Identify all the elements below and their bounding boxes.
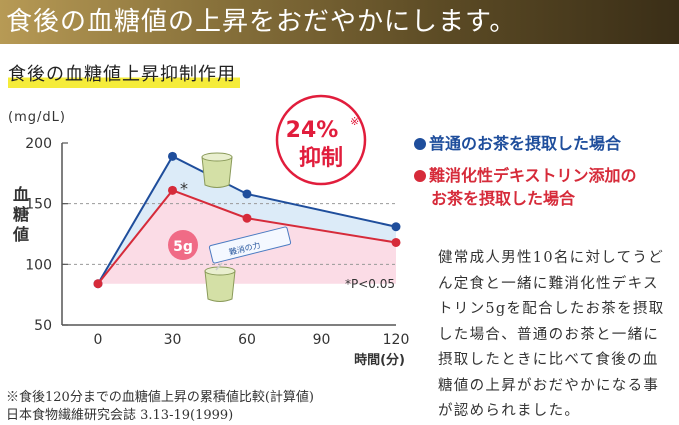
x-tick-label-120: 120 (383, 332, 410, 348)
reduction-badge (275, 94, 367, 186)
y-tick-label-100: 100 (25, 257, 52, 273)
reduction-label: 抑制 (299, 146, 343, 171)
footnote-citation: 日本食物繊維研究会誌 3.13-19(1999) (6, 408, 234, 423)
dose-label: 5g (173, 239, 193, 255)
y-tick-label-50: 50 (34, 318, 52, 334)
chart-subtitle: 食後の血糖値上昇抑制作用 (8, 60, 240, 88)
title-banner: 食後の血糖値の上昇をおだやかにします。 (0, 0, 679, 44)
x-tick-label-0: 0 (94, 332, 103, 348)
data-point-dextrin-tea-0 (93, 279, 103, 289)
powder-stream (215, 262, 223, 271)
x-tick-label-90: 90 (313, 332, 331, 348)
banner-title: 食後の血糖値の上昇をおだやかにします。 (6, 7, 517, 37)
legend-item-normal-tea: 普通のお茶を摂取した場合 (414, 132, 621, 155)
legend-marker-red (414, 170, 426, 182)
y-axis-unit: (mg/dL) (8, 110, 66, 125)
tea-cup-icon-lower-rim (204, 266, 236, 276)
data-point-dextrin-tea-30 (168, 185, 177, 195)
data-point-normal-tea-60 (242, 189, 252, 199)
series-line-dextrin-tea (97, 189, 397, 285)
data-point-normal-tea-30 (168, 151, 177, 161)
legend-label-dextrin-line2: お茶を摂取した場合 (431, 189, 576, 208)
y-axis-label-char: 値 (12, 225, 29, 244)
legend-label-dextrin-line1: 難消化性デキストリン添加の (429, 166, 637, 185)
y-axis-label-char: 血 (13, 185, 29, 204)
tea-cup-icon-lower (204, 270, 236, 302)
y-tick-label-150: 150 (25, 197, 52, 213)
data-point-dextrin-tea-60 (242, 213, 252, 223)
legend-marker-blue (414, 138, 426, 150)
x-axis-label: 時間(分) (354, 352, 405, 368)
tea-cup-icon-upper-rim (201, 152, 233, 162)
y-tick-label-200: 200 (25, 136, 52, 152)
tea-cup-icon-upper (201, 156, 233, 188)
data-point-dextrin-tea-120 (391, 237, 401, 247)
data-point-normal-tea-120 (391, 222, 401, 232)
p-value-note: *P<0.05 (345, 277, 395, 291)
x-tick-label-30: 30 (164, 332, 182, 348)
dextrin-packet-icon (208, 226, 292, 264)
x-tick-label-60: 60 (238, 332, 256, 348)
reduction-percent: 24% (286, 118, 339, 143)
legend-item-dextrin-tea: 難消化性デキストリン添加の お茶を摂取した場合 (414, 164, 637, 210)
dose-badge (168, 230, 198, 260)
reduction-footnote-mark: ※ (350, 115, 359, 128)
y-axis-label-char: 糖 (13, 205, 29, 224)
legend-label-normal-tea: 普通のお茶を摂取した場合 (429, 134, 622, 153)
significance-asterisk: * (180, 179, 188, 198)
description-text: 健常成人男性10名に対してうどん定食と一緒に難消化性デキストリン5gを配合したお… (438, 250, 665, 419)
footnote-calculation: ※食後120分までの血糖値上昇の累積値比較(計算値) (6, 390, 314, 405)
